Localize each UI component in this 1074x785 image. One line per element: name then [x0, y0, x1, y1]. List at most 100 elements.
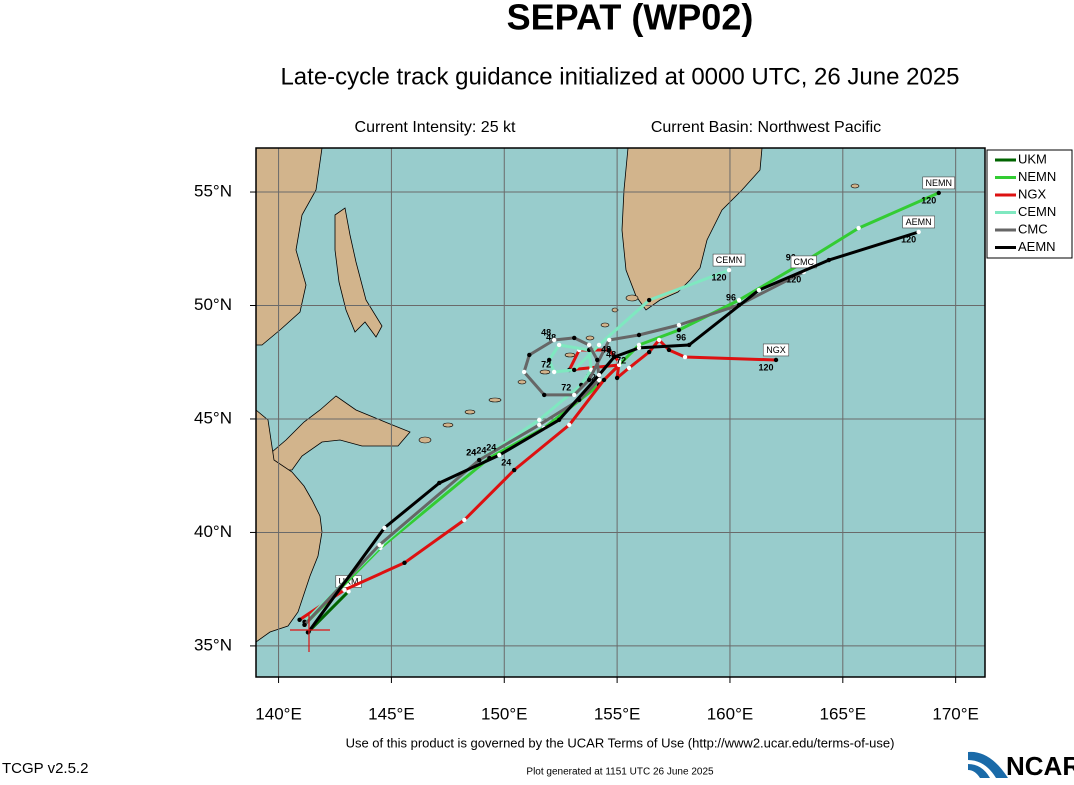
track	[303, 270, 805, 626]
track-point	[756, 287, 762, 293]
track-point	[607, 347, 612, 353]
track-point	[773, 357, 779, 363]
track-point	[556, 417, 562, 423]
track-point	[666, 347, 672, 353]
tau-label: 72	[541, 359, 551, 369]
track-point	[686, 342, 692, 348]
map-frame	[255, 147, 986, 678]
y-tick-label: 35°N	[194, 635, 232, 654]
y-tick-label: 55°N	[194, 182, 232, 201]
x-tick-label: 155°E	[594, 704, 641, 723]
track-point	[611, 354, 617, 360]
track-point	[497, 452, 502, 458]
track-point	[596, 372, 602, 378]
tau-label: 24	[466, 447, 476, 457]
generated: Plot generated at 1151 UTC 26 June 2025	[526, 767, 714, 778]
current-position	[290, 615, 330, 652]
track-label-box	[922, 176, 956, 190]
track-point	[616, 359, 622, 365]
track-label: AEMN	[906, 217, 932, 227]
track-point	[676, 322, 682, 328]
track-label: CMC	[794, 257, 815, 267]
x-tick-label: 145°E	[368, 704, 415, 723]
track-point	[736, 297, 742, 303]
track-point	[916, 229, 921, 235]
track-point	[614, 375, 620, 381]
track-label-box	[902, 215, 935, 229]
track-label: NGX	[766, 345, 786, 355]
land	[256, 148, 860, 643]
track-point	[477, 457, 482, 463]
tau-label: 72	[616, 355, 626, 365]
track-point	[626, 365, 632, 371]
basin: Current Basin: Northwest Pacific	[651, 119, 881, 136]
track-point	[546, 357, 552, 363]
track-point	[595, 357, 600, 363]
track-point	[636, 332, 642, 338]
track-label-box	[762, 343, 790, 357]
tau-label: 120	[758, 362, 773, 372]
track-point	[527, 352, 532, 358]
tau-label: 48	[601, 344, 611, 354]
tau-label: 48	[546, 332, 556, 342]
x-tick-label: 140°E	[255, 704, 302, 723]
track-point	[572, 392, 577, 398]
y-tick-label: 50°N	[194, 295, 232, 314]
track-point	[382, 525, 387, 531]
logo: NCAR	[968, 751, 1074, 781]
x-tick-label: 150°E	[481, 704, 528, 723]
track-label: NEMN	[925, 178, 952, 188]
track-point	[542, 392, 547, 398]
legend-label: NGX	[1018, 186, 1047, 201]
track-point	[607, 337, 612, 343]
track-point	[826, 257, 832, 263]
x-tick-label: 170°E	[932, 704, 979, 723]
tau-label: 96	[726, 292, 736, 302]
track-point	[646, 297, 652, 303]
tau-label: 72	[561, 382, 571, 392]
legend-label: CMC	[1018, 221, 1048, 236]
version: TCGP v2.5.2	[2, 760, 88, 777]
ocean	[256, 148, 985, 677]
track-point	[676, 327, 682, 333]
track-point	[936, 190, 941, 196]
legend-label: UKM	[1018, 151, 1047, 166]
track-point	[682, 354, 688, 360]
track-label-box	[790, 255, 817, 269]
track-point	[596, 377, 602, 383]
track	[307, 230, 920, 633]
track-point	[726, 267, 732, 273]
tau-label: 24	[466, 447, 476, 457]
track-label: CEMN	[716, 255, 743, 265]
track-point	[856, 225, 861, 231]
tau-label: 48	[606, 349, 616, 359]
legend-label: CEMN	[1018, 204, 1056, 219]
track-point	[346, 589, 351, 594]
track-point	[297, 617, 302, 623]
track-point	[586, 342, 592, 348]
track-point	[586, 377, 592, 383]
track-point	[551, 337, 557, 343]
tau-label: 96	[676, 332, 686, 342]
track-point	[537, 417, 542, 423]
track-point	[646, 349, 652, 355]
tau-label: 24	[501, 457, 511, 467]
track-point	[551, 369, 557, 375]
track-label-box	[712, 253, 746, 267]
track-point	[537, 422, 542, 428]
subtitle: Late-cycle track guidance initialized at…	[280, 63, 959, 90]
title: SEPAT (WP02)	[507, 0, 754, 38]
track-point	[302, 622, 307, 628]
track-point	[511, 467, 517, 473]
intensity: Current Intensity: 25 kt	[355, 119, 517, 136]
tau-label: 120	[921, 195, 936, 205]
legend-label: NEMN	[1018, 169, 1056, 184]
legend: UKM NEMN NGX CEMN CMC AEMN	[986, 149, 1073, 259]
x-tick-label: 165°E	[820, 704, 867, 723]
footer: Use of this product is governed by the U…	[346, 735, 895, 750]
y-tick-label: 45°N	[194, 408, 232, 427]
tau-label: 120	[786, 274, 801, 284]
tau-label: 48	[541, 327, 551, 337]
y-tick-label: 40°N	[194, 522, 232, 541]
